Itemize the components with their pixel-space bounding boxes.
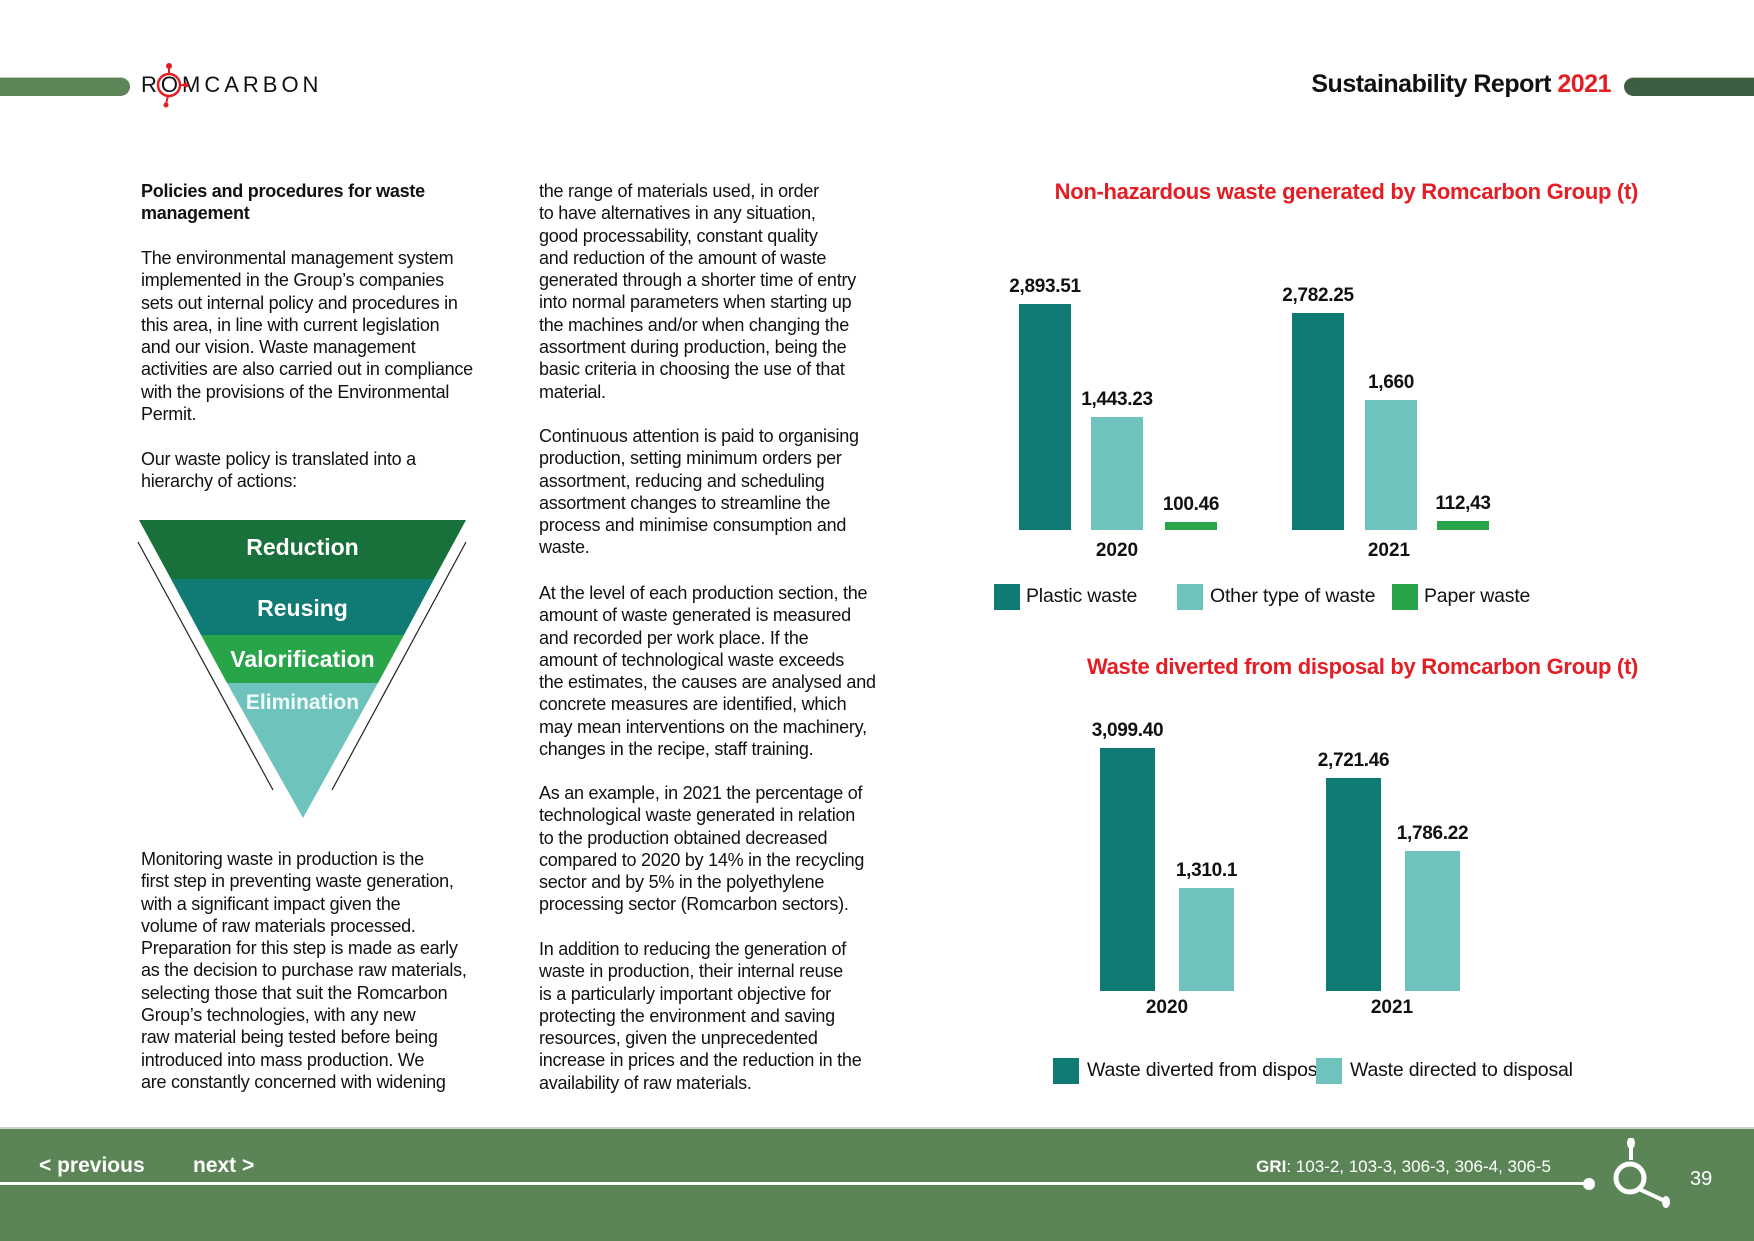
chart2-bar-2020-1 — [1179, 888, 1234, 991]
chart1-bar-2020-2 — [1165, 522, 1217, 530]
chart2-bar-2021-0 — [1326, 777, 1381, 991]
chart1-value-label: 1,443.23 — [1081, 389, 1153, 411]
legend-label-plastic: Plastic waste — [1026, 585, 1138, 607]
legend-swatch-other — [1177, 584, 1203, 610]
chart1-category-2021: 2021 — [1367, 540, 1411, 561]
chart1-bar-2020-1 — [1091, 417, 1143, 530]
paragraph: In addition to reducing the generation o… — [539, 939, 862, 1093]
waste-hierarchy-diagram: Reduction Reusing Valorification Elimina… — [130, 515, 475, 825]
chart2-value-label: 2,721.46 — [1317, 749, 1390, 771]
romcarbon-logo: ROMCARBON — [139, 62, 369, 108]
legend-swatch-paper — [1392, 584, 1418, 610]
footer-line — [0, 1182, 1590, 1185]
report-year: 2021 — [1557, 70, 1611, 98]
chart1-bar-2021-0 — [1292, 312, 1344, 530]
section-heading: Policies and procedures for waste manage… — [141, 181, 425, 224]
paragraph: Continuous attention is paid to organisi… — [539, 426, 859, 558]
logo-text: ROMCARBON — [141, 72, 323, 97]
chart2-category-2020: 2020 — [1145, 997, 1189, 1018]
chart1-value-label: 2,893.51 — [1009, 276, 1081, 298]
report-title: Sustainability Report 2021 — [1311, 70, 1611, 99]
molecule-icon — [1575, 1137, 1675, 1213]
chart2-value-label: 1,310.1 — [1175, 860, 1238, 882]
previous-page-link[interactable]: < previous — [39, 1154, 145, 1177]
logo-molecule-icon — [156, 63, 189, 108]
hierarchy-level-valorification: Valorification — [230, 646, 375, 672]
next-page-link[interactable]: next > — [193, 1154, 255, 1177]
hierarchy-level-reusing: Reusing — [257, 595, 348, 621]
legend-label-diverted: Waste diverted from disposal — [1087, 1059, 1333, 1081]
chart2-bar-2020-0 — [1100, 748, 1155, 991]
chart1-bar-2021-2 — [1437, 521, 1489, 530]
paragraph: Monitoring waste in production is the fi… — [141, 849, 467, 1092]
gri-references: GRI: 103-2, 103-3, 306-3, 306-4, 306-5 — [1256, 1157, 1551, 1177]
chart1-category-2020: 2020 — [1095, 540, 1139, 561]
chart2-category-2021: 2021 — [1370, 997, 1414, 1018]
hierarchy-level-reduction: Reduction — [246, 534, 359, 560]
paragraph: As an example, in 2021 the percentage of… — [539, 783, 865, 915]
header-bar-right — [1624, 77, 1754, 96]
chart1-value-label: 2,782.25 — [1282, 284, 1354, 306]
gri-label: GRI — [1256, 1157, 1287, 1176]
chart1-bar-2020-0 — [1019, 304, 1071, 530]
chart1-title: Non-hazardous waste generated by Romcarb… — [1054, 179, 1639, 204]
chart1-value-label: 1,660 — [1367, 372, 1415, 394]
hierarchy-level-elimination: Elimination — [245, 691, 360, 714]
legend-swatch-diverted — [1053, 1058, 1079, 1084]
chart1-bar-2021-1 — [1365, 400, 1417, 530]
legend-label-other: Other type of waste — [1210, 585, 1376, 607]
chart2-title: Waste diverted from disposal by Romcarbo… — [1086, 654, 1638, 679]
page-number: 39 — [1690, 1168, 1713, 1190]
legend-label-paper: Paper waste — [1424, 585, 1531, 607]
paragraph: Our waste policy is translated into a hi… — [141, 449, 416, 492]
paragraph: The environmental management system impl… — [141, 248, 473, 425]
gri-codes: : 103-2, 103-3, 306-3, 306-4, 306-5 — [1286, 1157, 1551, 1176]
legend-label-directed: Waste directed to disposal — [1350, 1059, 1573, 1081]
report-title-text: Sustainability Report — [1311, 70, 1551, 98]
chart2-value-label: 1,786.22 — [1396, 822, 1469, 844]
chart1-value-label: 100.46 — [1162, 494, 1220, 516]
chart2-value-label: 3,099.40 — [1091, 720, 1164, 741]
paragraph: the range of materials used, in order to… — [539, 181, 856, 402]
chart2-bar-2021-1 — [1405, 850, 1460, 991]
legend-swatch-directed — [1316, 1058, 1342, 1084]
legend-swatch-plastic — [994, 584, 1020, 610]
chart1-value-label: 112,43 — [1435, 493, 1491, 515]
header-bar-left — [0, 77, 130, 96]
paragraph: At the level of each production section,… — [539, 583, 876, 760]
